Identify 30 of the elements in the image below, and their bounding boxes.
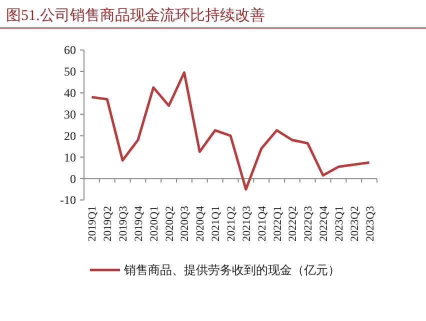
y-tick-label: 0 xyxy=(70,172,76,186)
x-tick-label: 2023Q2 xyxy=(348,206,361,242)
x-tick-label: 2019Q4 xyxy=(132,206,145,242)
x-tick-label: 2023Q1 xyxy=(333,206,346,242)
x-tick-label: 2022Q4 xyxy=(318,206,330,242)
x-tick-label: 2020Q1 xyxy=(148,206,160,242)
y-tick-label: -10 xyxy=(60,193,76,208)
y-tick-label: 40 xyxy=(64,86,76,100)
y-tick-label: 20 xyxy=(64,128,76,143)
y-tick-label: 50 xyxy=(64,64,76,79)
x-tick-label: 2020Q3 xyxy=(179,206,192,242)
line-series xyxy=(90,71,371,191)
y-tick-label: 30 xyxy=(64,107,76,122)
y-tick-label: 10 xyxy=(64,150,76,164)
chart-title: 图51.公司销售商品现金流环比持续改善 xyxy=(6,7,265,24)
x-tick-label: 2019Q3 xyxy=(118,206,130,242)
x-tick-label: 2021Q3 xyxy=(240,206,253,242)
x-tick-label: 2023Q3 xyxy=(364,206,376,242)
legend-label: 销售商品、提供劳务收到的现金（亿元） xyxy=(123,263,340,278)
x-tick-label: 2021Q2 xyxy=(226,206,238,242)
y-tick-label: 60 xyxy=(64,43,76,58)
x-tick-label: 2019Q2 xyxy=(102,206,114,242)
x-tick-label: 2021Q4 xyxy=(256,206,268,242)
x-tick-label: 2020Q2 xyxy=(164,206,176,242)
x-tick-label: 2022Q2 xyxy=(287,206,300,242)
x-tick-label: 2020Q4 xyxy=(194,206,207,242)
x-tick-label: 2021Q1 xyxy=(210,206,222,242)
x-tick-label: 2019Q1 xyxy=(86,206,99,242)
x-tick-label: 2022Q1 xyxy=(272,206,284,242)
x-tick-label: 2022Q3 xyxy=(302,206,315,242)
